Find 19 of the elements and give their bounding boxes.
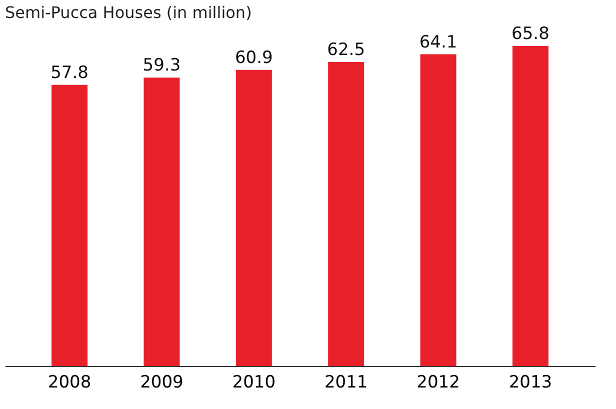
data-label: 65.8	[512, 24, 550, 44]
bar	[144, 78, 180, 366]
bar	[512, 46, 548, 366]
bar	[420, 54, 456, 366]
data-label: 59.3	[142, 56, 181, 76]
bar	[52, 84, 88, 366]
data-label: 64.1	[419, 32, 458, 52]
x-tick-label: 2011	[324, 372, 368, 392]
data-label: 62.5	[327, 40, 366, 60]
bar	[236, 70, 272, 366]
x-tick-label: 2010	[232, 372, 276, 392]
data-label: 60.9	[234, 48, 273, 68]
chart-title: Semi-Pucca Houses (in million)	[5, 3, 252, 22]
x-tick-label: 2012	[416, 372, 460, 392]
x-tick-label: 2008	[48, 372, 92, 392]
bar	[328, 62, 364, 366]
data-label: 57.8	[50, 62, 88, 83]
x-tick-label: 2009	[140, 372, 184, 392]
x-tick-label: 2013	[508, 372, 552, 392]
